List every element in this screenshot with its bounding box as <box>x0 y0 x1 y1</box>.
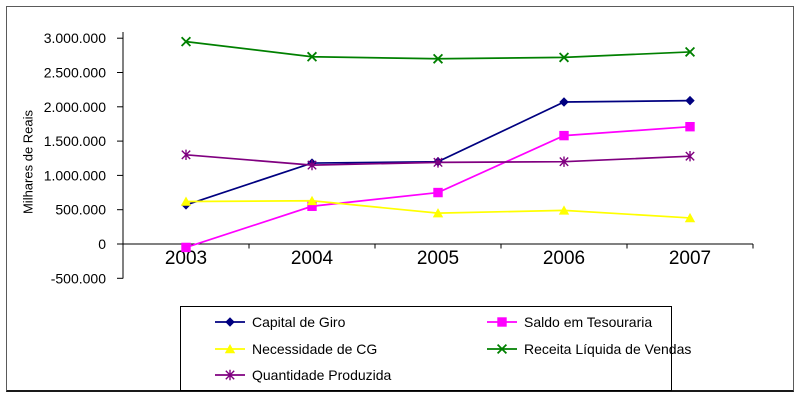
x-category-label: 2003 <box>165 248 207 269</box>
y-tick-label: 2.000.000 <box>44 99 106 115</box>
x-marker <box>558 52 570 63</box>
square-marker <box>559 130 569 141</box>
series-line-square <box>185 125 691 249</box>
legend-item: Capital de Giro <box>215 310 487 334</box>
y-tick-label: 1.500.000 <box>44 133 106 149</box>
legend-item: Necessidade de CG <box>215 337 487 361</box>
y-tick-label: 2.500.000 <box>44 65 106 81</box>
x-marker <box>432 53 444 64</box>
star-marker <box>225 370 235 381</box>
square-marker <box>181 242 191 253</box>
series-line-x <box>185 40 691 60</box>
square-marker <box>497 317 507 327</box>
legend-label: Quantidade Produzida <box>252 367 392 384</box>
triangle-marker <box>224 343 236 353</box>
x-category-label: 2006 <box>543 248 585 269</box>
star-marker <box>559 156 569 167</box>
x-marker <box>684 46 696 57</box>
triangle-marker <box>306 195 318 206</box>
y-tick-label: 0 <box>98 236 106 252</box>
legend-label: Receita Líquida de Vendas <box>524 340 692 357</box>
x-marker <box>496 343 508 354</box>
chart-legend: Capital de Giro Saldo em Tesouraria Necess… <box>180 306 691 391</box>
legend-marker-sample <box>215 343 245 353</box>
x-category-label: 2005 <box>417 248 459 269</box>
star-marker <box>433 157 443 168</box>
star-marker <box>685 150 695 162</box>
x-marker <box>306 51 318 62</box>
square-marker <box>307 201 317 211</box>
y-tick-label: -500.000 <box>51 270 106 286</box>
x-category-label: 2007 <box>669 248 711 269</box>
legend-item: Receita Líquida de Vendas <box>487 337 691 361</box>
legend-item: Quantidade Produzida <box>215 363 487 387</box>
legend-label: Necessidade de CG <box>252 340 378 357</box>
square-marker <box>685 121 695 132</box>
y-tick-label: 500.000 <box>55 202 106 218</box>
legend-label: Capital de Giro <box>252 313 346 330</box>
triangle-marker <box>432 208 444 218</box>
x-marker <box>180 36 192 47</box>
legend-marker-sample <box>215 370 245 381</box>
legend-marker-sample <box>487 343 517 354</box>
y-tick-label: 1.000.000 <box>44 167 106 183</box>
square-marker <box>433 187 443 198</box>
diamond-marker <box>559 97 569 107</box>
star-marker <box>181 149 191 161</box>
legend-item: Saldo em Tesouraria <box>487 310 691 334</box>
star-marker <box>307 159 317 171</box>
legend-marker-sample <box>487 317 517 327</box>
triangle-marker <box>684 212 696 223</box>
triangle-marker <box>180 196 192 206</box>
legend-label: Saldo em Tesouraria <box>524 313 653 330</box>
diamond-marker <box>685 95 695 106</box>
legend-marker-sample <box>215 317 245 327</box>
triangle-marker <box>558 205 570 215</box>
diamond-marker <box>225 317 235 327</box>
x-category-label: 2004 <box>291 248 334 269</box>
y-tick-label: 3.000.000 <box>44 30 106 46</box>
